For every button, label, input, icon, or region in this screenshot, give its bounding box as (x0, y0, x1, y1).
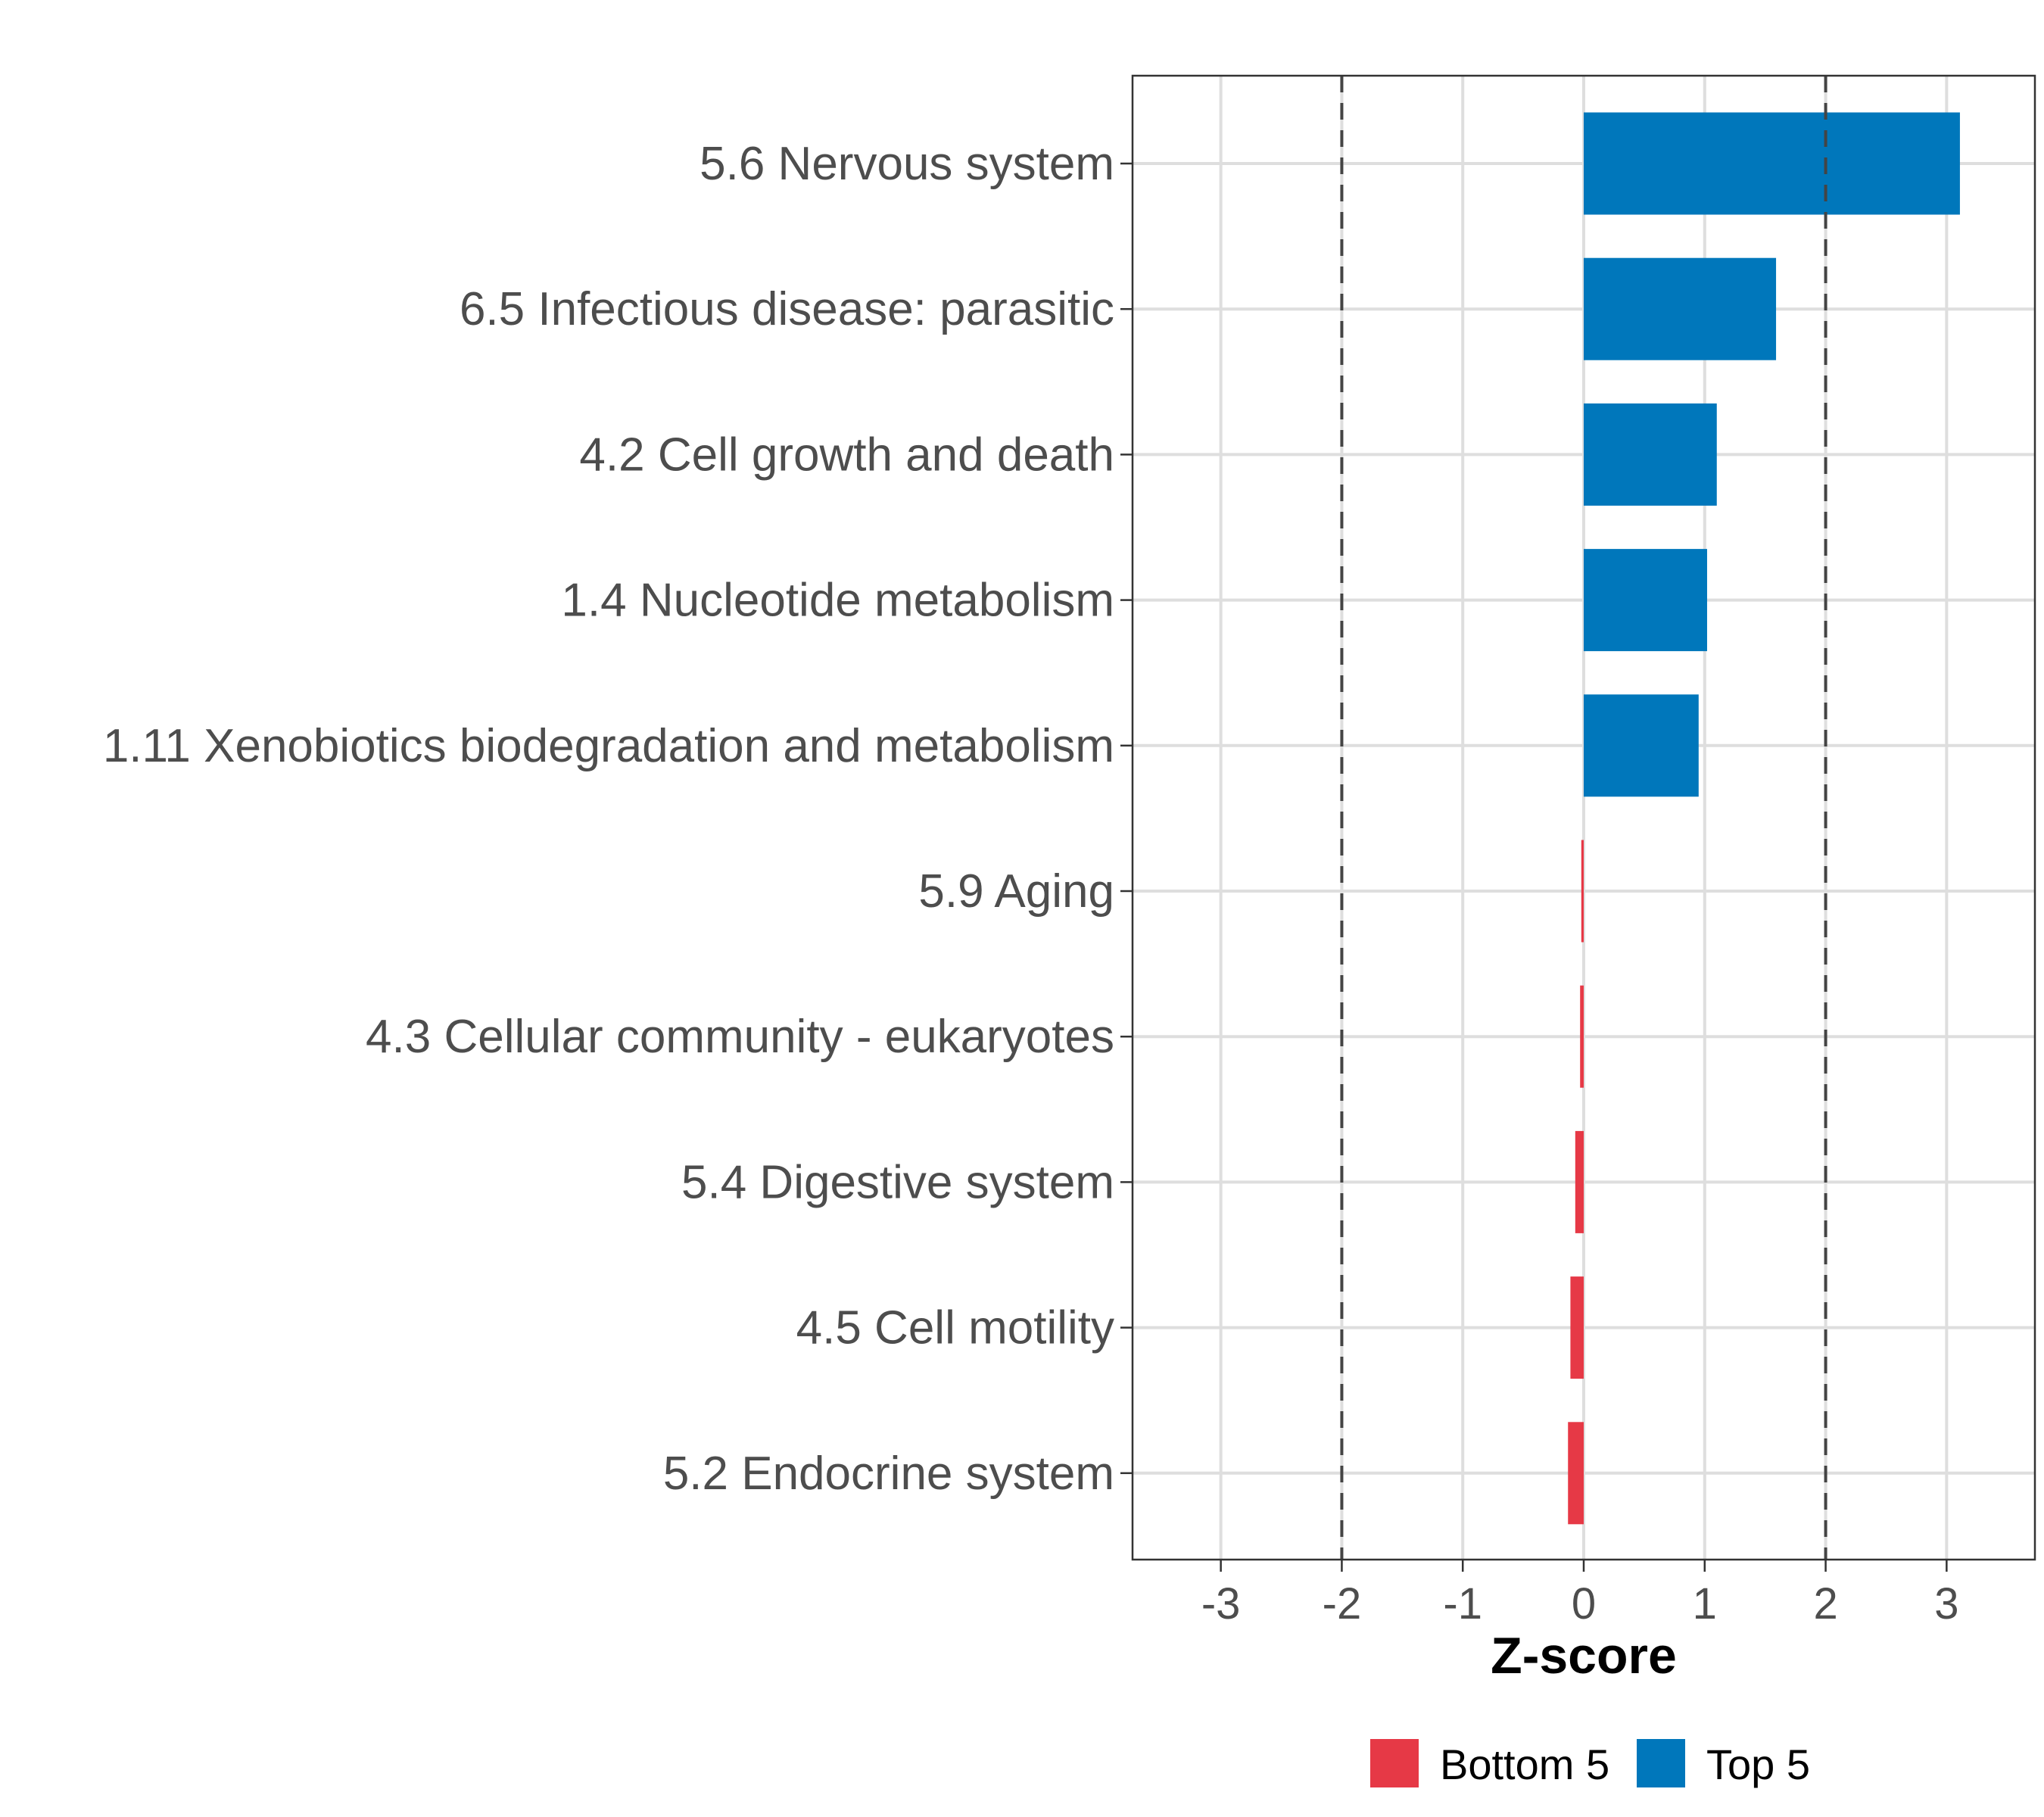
x-tick-label: -3 (1201, 1579, 1241, 1628)
bar (1568, 1422, 1584, 1525)
bar (1575, 1130, 1584, 1233)
y-tick-label: 5.6 Nervous system (700, 138, 1114, 190)
x-tick-label: 3 (1934, 1579, 1958, 1628)
y-tick-label: 4.2 Cell growth and death (579, 429, 1114, 481)
bar (1580, 985, 1584, 1088)
bar (1570, 1276, 1584, 1379)
bar (1581, 840, 1584, 943)
x-tick-label: 1 (1693, 1579, 1717, 1628)
bars (1568, 112, 1960, 1525)
y-tick-label: 5.4 Digestive system (681, 1156, 1114, 1208)
reference-lines (1340, 76, 1827, 1560)
y-tick-label: 6.5 Infectious disease: parasitic (460, 283, 1114, 335)
y-tick-label: 1.11 Xenobiotics biodegradation and meta… (103, 720, 1114, 772)
y-tick-label: 4.3 Cellular community - eukaryotes (366, 1011, 1114, 1063)
x-axis-ticks: -3 -2 -1 0 1 2 3 (1201, 1560, 1958, 1628)
bar (1584, 257, 1777, 360)
y-axis-labels: 5.6 Nervous system 6.5 Infectious disease… (103, 138, 1133, 1500)
x-tick-label: 2 (1813, 1579, 1837, 1628)
legend-label-top5: Top 5 (1706, 1741, 1810, 1788)
x-tick-label: 0 (1572, 1579, 1596, 1628)
x-tick-label: -2 (1323, 1579, 1362, 1628)
x-axis-title: Z-score (1491, 1627, 1677, 1685)
y-tick-label: 4.5 Cell motility (796, 1302, 1114, 1354)
bar (1584, 549, 1707, 652)
legend-swatch-bottom5 (1370, 1739, 1419, 1787)
bar (1584, 112, 1960, 215)
x-tick-label: -1 (1443, 1579, 1482, 1628)
legend: Bottom 5 Top 5 (1370, 1739, 1810, 1788)
y-tick-label: 5.2 Endocrine system (663, 1448, 1114, 1500)
y-tick-label: 5.9 Aging (918, 865, 1114, 918)
legend-swatch-top5 (1637, 1739, 1685, 1787)
legend-label-bottom5: Bottom 5 (1440, 1741, 1609, 1788)
bar (1584, 403, 1717, 506)
y-tick-label: 1.4 Nucleotide metabolism (561, 575, 1114, 627)
bar (1584, 694, 1699, 797)
